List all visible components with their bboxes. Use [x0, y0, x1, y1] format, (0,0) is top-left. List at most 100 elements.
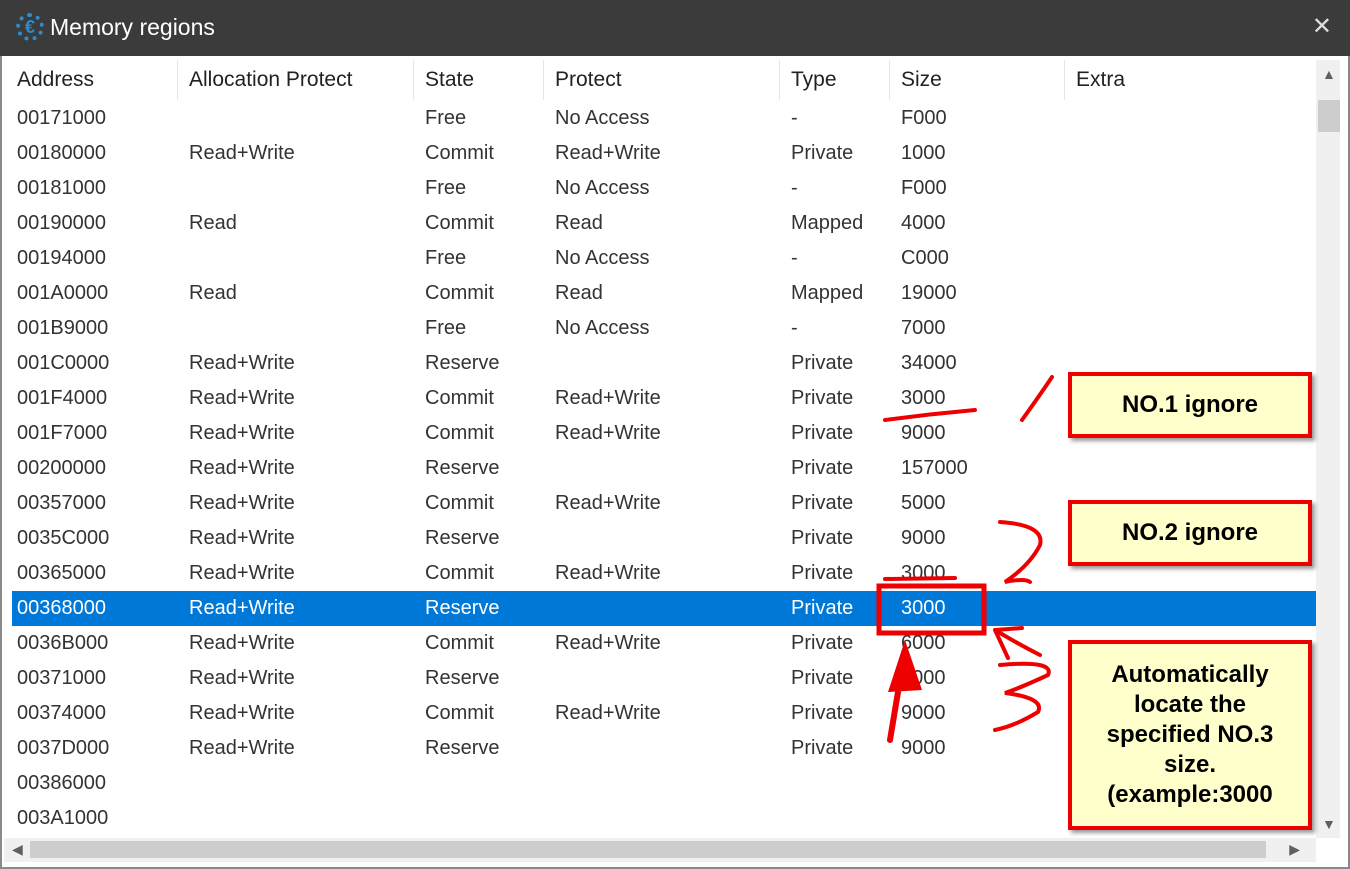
cell-protect: Read+Write: [555, 142, 661, 164]
cell-state: Commit: [425, 492, 494, 514]
scroll-left-icon[interactable]: ◀: [12, 841, 23, 857]
table-row[interactable]: 00171000 Free No Access - F000: [12, 101, 1316, 136]
table-row[interactable]: 00374000 Read+Write Commit Read+Write Privat…: [12, 696, 1316, 731]
table-row[interactable]: 00180000 Read+Write Commit Read+Write Privat…: [12, 136, 1316, 171]
cell-address: 001A0000: [17, 282, 109, 304]
cell-address: 00190000: [17, 212, 106, 234]
cell-size: 4000: [901, 212, 946, 234]
scroll-down-icon[interactable]: ▼: [1322, 816, 1336, 832]
cell-allocation-protect: Read+Write: [189, 597, 295, 619]
cell-protect: Read+Write: [555, 632, 661, 654]
cell-state: Commit: [425, 632, 494, 654]
cell-size: F000: [901, 107, 947, 129]
cell-allocation-protect: Read+Write: [189, 562, 295, 584]
cell-address: 0037D000: [17, 737, 110, 759]
cell-type: -: [791, 177, 798, 199]
scroll-up-icon[interactable]: ▲: [1322, 66, 1336, 82]
cell-protect: Read+Write: [555, 562, 661, 584]
mark-1: [1020, 375, 1054, 422]
cell-address: 00171000: [17, 107, 106, 129]
cell-type: Private: [791, 702, 854, 724]
cell-allocation-protect: Read+Write: [189, 352, 295, 374]
close-icon[interactable]: ✕: [1311, 13, 1332, 40]
cell-allocation-protect: Read+Write: [189, 527, 295, 549]
annotation-no2: NO.2 ignore: [1068, 500, 1312, 566]
table-row[interactable]: 00194000 Free No Access - C000: [12, 241, 1316, 276]
table-row[interactable]: 00181000 Free No Access - F000: [12, 171, 1316, 206]
cell-protect: Read+Write: [555, 492, 661, 514]
table-row[interactable]: 00357000 Read+Write Commit Read+Write Privat…: [12, 486, 1316, 521]
hscroll-thumb[interactable]: [30, 841, 1266, 858]
table-row[interactable]: 00371000 Read+Write Reserve Private 3000: [12, 661, 1316, 696]
cell-size: 19000: [901, 282, 957, 304]
table-row[interactable]: 00368000 Read+Write Reserve Private 3000: [12, 591, 1316, 626]
vertical-scrollbar[interactable]: ▲ ▼: [1316, 60, 1340, 838]
table-row[interactable]: 00365000 Read+Write Commit Read+Write Privat…: [12, 556, 1316, 591]
cell-address: 0035C000: [17, 527, 110, 549]
cell-size: 9000: [901, 737, 946, 759]
cell-address: 00368000: [17, 597, 106, 619]
cell-type: Private: [791, 737, 854, 759]
cell-address: 00374000: [17, 702, 106, 724]
col-extra[interactable]: Extra: [1076, 68, 1126, 91]
cell-address: 001C0000: [17, 352, 110, 374]
cell-address: 0036B000: [17, 632, 109, 654]
cell-type: Private: [791, 352, 854, 374]
cell-state: Reserve: [425, 352, 500, 374]
table-row[interactable]: 0037D000 Read+Write Reserve Private 9000: [12, 731, 1316, 766]
underline-2: [883, 576, 957, 581]
cell-protect: Read+Write: [555, 422, 661, 444]
cell-address: 00371000: [17, 667, 106, 689]
cell-size: 157000: [901, 457, 968, 479]
table-row[interactable]: 001F4000 Read+Write Commit Read+Write Privat…: [12, 381, 1316, 416]
col-type[interactable]: Type: [791, 68, 837, 91]
cell-type: -: [791, 317, 798, 339]
table-row[interactable]: 0035C000 Read+Write Reserve Private 9000: [12, 521, 1316, 556]
table-row[interactable]: 001B9000 Free No Access - 7000: [12, 311, 1316, 346]
col-allocation-protect[interactable]: Allocation Protect: [189, 68, 353, 91]
cell-state: Reserve: [425, 597, 500, 619]
cell-allocation-protect: Read: [189, 282, 237, 304]
cell-allocation-protect: Read+Write: [189, 387, 295, 409]
cell-size: 1000: [901, 142, 946, 164]
cell-state: Free: [425, 177, 467, 199]
cell-protect: No Access: [555, 107, 650, 129]
cell-state: Commit: [425, 142, 494, 164]
cell-allocation-protect: Read+Write: [189, 492, 295, 514]
cell-allocation-protect: Read+Write: [189, 632, 295, 654]
table-row[interactable]: 001F7000 Read+Write Commit Read+Write Privat…: [12, 416, 1316, 451]
col-address[interactable]: Address: [17, 68, 95, 91]
column-header: Address Allocation Protect State Protect…: [4, 60, 1316, 100]
cell-address: 00357000: [17, 492, 106, 514]
table-row[interactable]: 001A0000 Read Commit Read Mapped 19000: [12, 276, 1316, 311]
cell-size: 9000: [901, 527, 946, 549]
scroll-right-icon[interactable]: ▶: [1289, 841, 1300, 857]
cell-size: 5000: [901, 492, 946, 514]
cell-type: Private: [791, 667, 854, 689]
cell-type: Private: [791, 632, 854, 654]
table-row[interactable]: 0036B000 Read+Write Commit Read+Write Privat…: [12, 626, 1316, 661]
table-row[interactable]: 00200000 Read+Write Reserve Private 157000: [12, 451, 1316, 486]
cell-type: Private: [791, 457, 854, 479]
cell-size: 7000: [901, 317, 946, 339]
cell-allocation-protect: Read+Write: [189, 667, 295, 689]
cell-type: Private: [791, 527, 854, 549]
table-body: 00171000 Free No Access - F000 00180000 Read+W…: [12, 101, 1316, 838]
table-row[interactable]: 00190000 Read Commit Read Mapped 4000: [12, 206, 1316, 241]
col-protect[interactable]: Protect: [555, 68, 622, 91]
table-row[interactable]: 001C0000 Read+Write Reserve Private 34000: [12, 346, 1316, 381]
cell-type: Private: [791, 597, 854, 619]
cell-size: 34000: [901, 352, 957, 374]
col-size[interactable]: Size: [901, 68, 942, 91]
horizontal-scrollbar[interactable]: ◀ ▶: [4, 838, 1316, 862]
table-row[interactable]: 00386000: [12, 766, 1316, 801]
cell-protect: Read: [555, 282, 603, 304]
col-state[interactable]: State: [425, 68, 475, 91]
highlight-box: [876, 583, 987, 636]
scroll-thumb[interactable]: [1318, 100, 1340, 132]
mark-3: [993, 661, 1051, 732]
table-row[interactable]: 003A1000: [12, 801, 1316, 836]
cell-address: 00365000: [17, 562, 106, 584]
cell-address: 00200000: [17, 457, 106, 479]
cell-state: Commit: [425, 562, 494, 584]
